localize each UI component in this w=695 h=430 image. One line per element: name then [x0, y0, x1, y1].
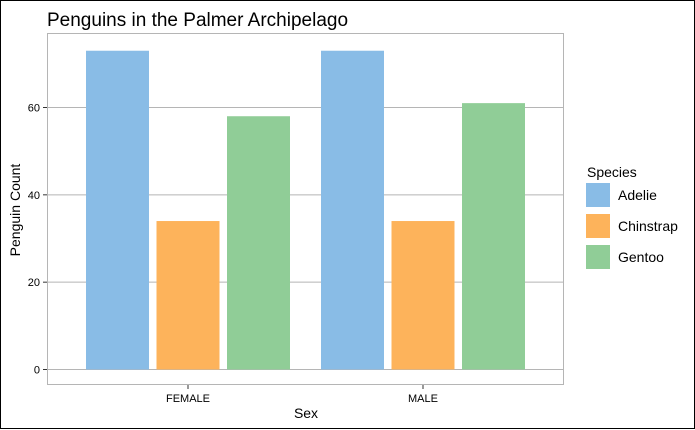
- legend-key-adelie: [586, 183, 610, 207]
- plot-area: 0 20 40 60 FEMALE MALE: [28, 33, 564, 405]
- legend-key-chinstrap: [586, 214, 610, 238]
- legend-label-adelie: Adelie: [618, 187, 657, 203]
- chart-title: Penguins in the Palmer Archipelago: [47, 10, 348, 31]
- legend-key-gentoo: [586, 245, 610, 269]
- bar-gentoo-male: [462, 103, 525, 370]
- y-tick-label: 40: [28, 190, 40, 202]
- bar-gentoo-female: [227, 116, 290, 370]
- plot-panel-border: [47, 33, 564, 385]
- x-tick-label: MALE: [408, 393, 438, 405]
- y-tick-label: 60: [28, 103, 40, 115]
- bar-chinstrap-male: [391, 221, 455, 370]
- x-tick-label: FEMALE: [166, 393, 210, 405]
- y-tick-label: 20: [28, 277, 40, 289]
- bar-chinstrap-female: [156, 221, 220, 370]
- bar-adelie-male: [321, 50, 384, 370]
- legend-label-gentoo: Gentoo: [618, 249, 664, 265]
- y-tick-label: 0: [34, 365, 40, 377]
- y-axis-title: Penguin Count: [7, 164, 23, 257]
- legend: Species Adelie Chinstrap Gentoo: [586, 164, 678, 269]
- x-axis-title: Sex: [294, 405, 318, 421]
- bar-adelie-female: [86, 50, 149, 370]
- legend-title: Species: [587, 164, 637, 180]
- legend-label-chinstrap: Chinstrap: [618, 218, 678, 234]
